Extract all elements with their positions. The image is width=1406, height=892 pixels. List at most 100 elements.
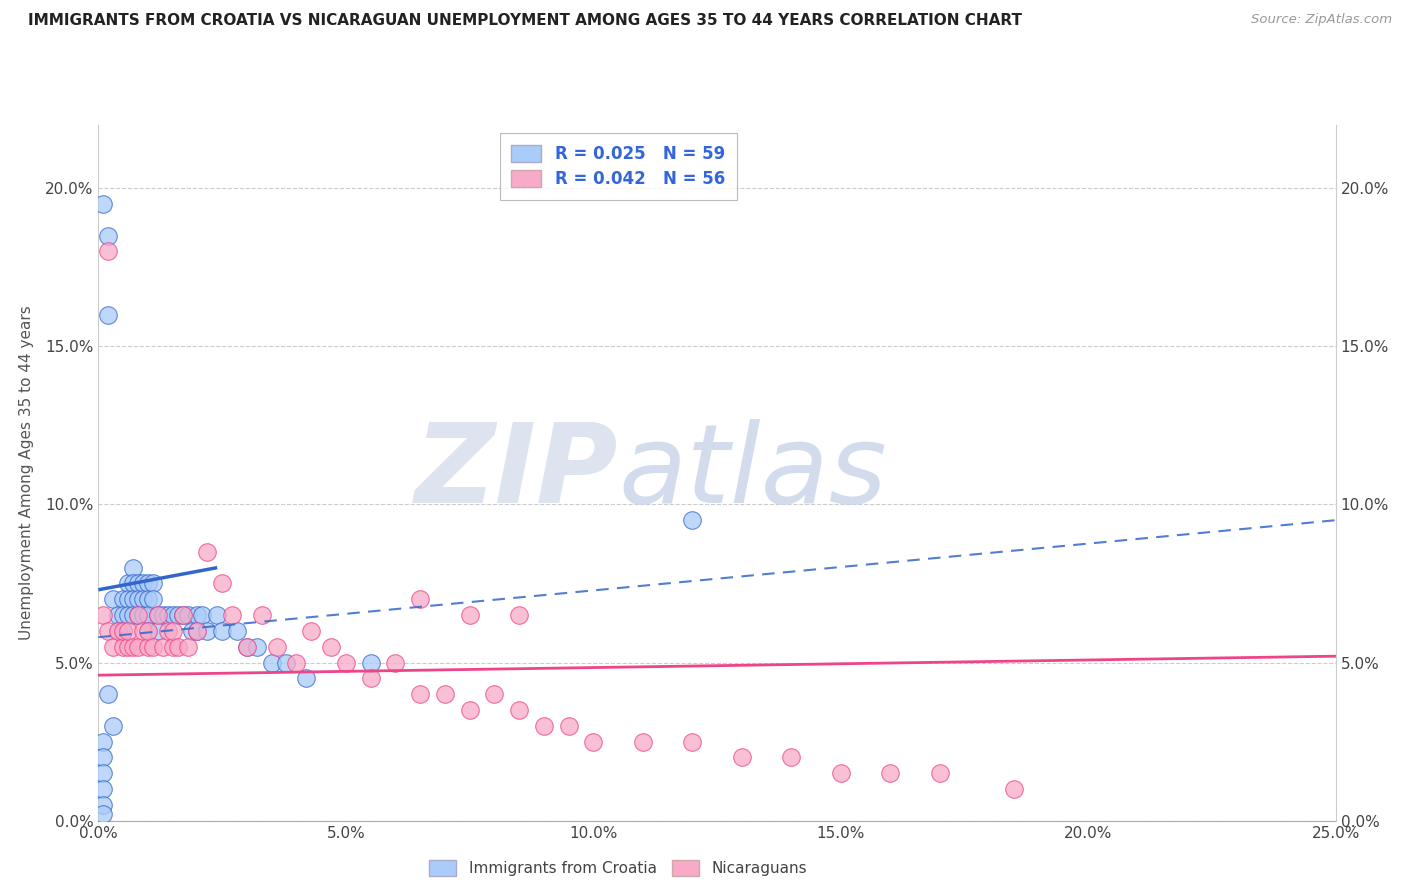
Point	[93, 797, 115, 812]
Point	[127, 576, 149, 591]
Point	[97, 228, 120, 243]
Point	[186, 624, 208, 638]
Point	[276, 656, 298, 670]
Point	[176, 608, 198, 623]
Point	[236, 640, 259, 654]
Point	[93, 807, 115, 822]
Point	[162, 608, 184, 623]
Point	[458, 608, 481, 623]
Point	[236, 640, 259, 654]
Point	[172, 608, 194, 623]
Point	[830, 766, 852, 780]
Point	[117, 576, 139, 591]
Point	[299, 624, 322, 638]
Point	[631, 734, 654, 748]
Point	[93, 608, 115, 623]
Point	[226, 624, 249, 638]
Point	[166, 608, 188, 623]
Point	[152, 640, 174, 654]
Point	[112, 624, 135, 638]
Point	[879, 766, 901, 780]
Point	[136, 624, 159, 638]
Point	[172, 608, 194, 623]
Point	[156, 624, 179, 638]
Point	[136, 576, 159, 591]
Point	[458, 703, 481, 717]
Point	[260, 656, 283, 670]
Point	[681, 513, 703, 527]
Point	[186, 608, 208, 623]
Point	[136, 624, 159, 638]
Point	[132, 608, 155, 623]
Point	[127, 592, 149, 607]
Point	[117, 624, 139, 638]
Point	[221, 608, 243, 623]
Point	[93, 734, 115, 748]
Point	[122, 640, 145, 654]
Point	[360, 671, 382, 685]
Point	[205, 608, 228, 623]
Point	[335, 656, 357, 670]
Point	[146, 608, 169, 623]
Point	[285, 656, 308, 670]
Point	[142, 640, 165, 654]
Point	[146, 608, 169, 623]
Point	[295, 671, 318, 685]
Point	[122, 608, 145, 623]
Point	[266, 640, 288, 654]
Point	[97, 244, 120, 259]
Point	[484, 687, 506, 701]
Point	[211, 624, 233, 638]
Legend: Immigrants from Croatia, Nicaraguans: Immigrants from Croatia, Nicaraguans	[423, 855, 813, 882]
Point	[508, 608, 530, 623]
Text: IMMIGRANTS FROM CROATIA VS NICARAGUAN UNEMPLOYMENT AMONG AGES 35 TO 44 YEARS COR: IMMIGRANTS FROM CROATIA VS NICARAGUAN UN…	[28, 13, 1022, 29]
Point	[166, 640, 188, 654]
Point	[122, 576, 145, 591]
Point	[409, 687, 432, 701]
Point	[122, 560, 145, 574]
Point	[93, 766, 115, 780]
Point	[122, 592, 145, 607]
Point	[132, 592, 155, 607]
Point	[409, 592, 432, 607]
Point	[195, 624, 218, 638]
Point	[1002, 782, 1025, 797]
Point	[681, 734, 703, 748]
Point	[162, 624, 184, 638]
Point	[103, 640, 125, 654]
Point	[117, 640, 139, 654]
Y-axis label: Unemployment Among Ages 35 to 44 years: Unemployment Among Ages 35 to 44 years	[20, 305, 34, 640]
Point	[112, 624, 135, 638]
Point	[142, 592, 165, 607]
Point	[97, 624, 120, 638]
Point	[107, 608, 129, 623]
Point	[195, 545, 218, 559]
Point	[191, 608, 214, 623]
Point	[127, 608, 149, 623]
Point	[246, 640, 269, 654]
Point	[132, 576, 155, 591]
Point	[250, 608, 273, 623]
Point	[152, 608, 174, 623]
Point	[127, 640, 149, 654]
Point	[780, 750, 803, 764]
Point	[103, 719, 125, 733]
Point	[136, 640, 159, 654]
Point	[112, 640, 135, 654]
Point	[97, 687, 120, 701]
Point	[186, 624, 208, 638]
Point	[93, 197, 115, 211]
Point	[508, 703, 530, 717]
Point	[93, 750, 115, 764]
Point	[97, 308, 120, 322]
Point	[156, 608, 179, 623]
Point	[211, 576, 233, 591]
Point	[181, 624, 204, 638]
Point	[162, 640, 184, 654]
Point	[107, 624, 129, 638]
Point	[533, 719, 555, 733]
Point	[731, 750, 754, 764]
Point	[117, 592, 139, 607]
Point	[103, 592, 125, 607]
Point	[132, 624, 155, 638]
